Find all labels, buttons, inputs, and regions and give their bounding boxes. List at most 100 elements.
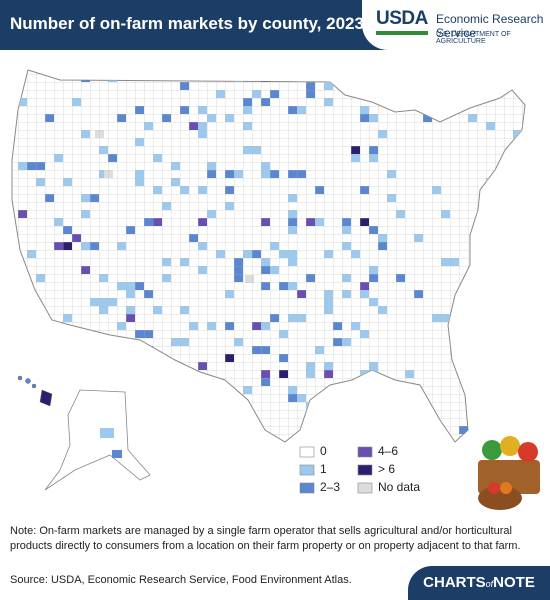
legend-swatch [357, 482, 373, 494]
county [198, 378, 207, 386]
county [261, 442, 270, 450]
county [477, 410, 486, 418]
county [243, 50, 252, 58]
county [477, 362, 486, 370]
legend-swatch [299, 446, 315, 458]
county [261, 74, 270, 82]
county [198, 378, 207, 386]
legend: 0 1 2–3 4–6 > 6 No data [299, 444, 420, 494]
brand-word: of [485, 579, 494, 589]
county [333, 434, 342, 442]
county [369, 50, 378, 58]
county [189, 50, 198, 58]
legend-swatch [357, 446, 373, 458]
county [117, 70, 126, 74]
county [108, 354, 117, 362]
county [360, 378, 369, 386]
county [198, 410, 207, 418]
county [99, 370, 108, 378]
county [216, 58, 225, 66]
county [12, 410, 18, 418]
county [45, 58, 54, 66]
legend-label: 0 [320, 444, 327, 458]
county [54, 410, 63, 418]
county [81, 346, 90, 354]
county [252, 70, 261, 74]
county [495, 394, 504, 402]
county [108, 50, 117, 58]
county [432, 90, 441, 98]
brand-word: NOTE [493, 574, 535, 591]
county [441, 74, 450, 82]
county [342, 58, 351, 66]
county [144, 426, 153, 434]
legend-label: No data [378, 480, 420, 494]
logo-agency: USDA [376, 8, 428, 29]
county [12, 82, 18, 90]
county [261, 434, 270, 442]
logo-bar [376, 31, 428, 35]
county [306, 50, 315, 58]
alaska [44, 389, 151, 491]
county [189, 394, 198, 402]
legend-label: 1 [320, 462, 327, 476]
legend-label: 4–6 [378, 444, 398, 458]
county [108, 338, 117, 346]
alaska-patch [112, 450, 122, 458]
legend-label: 2–3 [320, 480, 340, 494]
county [90, 58, 99, 66]
county [513, 178, 522, 186]
county [495, 234, 504, 242]
county [216, 410, 225, 418]
county [108, 58, 117, 66]
note: Note: On-farm markets are managed by a s… [10, 525, 521, 552]
county [414, 434, 423, 442]
county [144, 434, 153, 442]
county [342, 74, 351, 82]
county [180, 402, 189, 410]
county [72, 70, 81, 74]
county [171, 378, 180, 386]
county [126, 386, 135, 394]
header: Number of on-farm markets by county, 202… [0, 0, 550, 50]
county [351, 386, 360, 394]
logo-service: Economic Research Service [436, 12, 544, 40]
county [216, 442, 225, 450]
alaska-patch [100, 428, 114, 438]
county [441, 434, 450, 442]
county [504, 386, 513, 394]
county [0, 258, 9, 266]
county [297, 74, 306, 82]
hawaii [17, 375, 53, 407]
county [342, 426, 351, 434]
county [216, 50, 225, 58]
county [495, 70, 504, 74]
county [162, 58, 171, 66]
county [396, 74, 405, 82]
county [0, 114, 9, 122]
county [99, 338, 108, 346]
county [396, 58, 405, 66]
county [342, 418, 351, 426]
county [99, 378, 108, 386]
county [144, 418, 153, 426]
county [126, 386, 135, 394]
county [54, 370, 63, 378]
county [459, 306, 468, 314]
county [369, 426, 378, 434]
county [207, 50, 216, 58]
county [162, 442, 171, 450]
county [504, 386, 513, 394]
county [351, 418, 360, 426]
county [54, 322, 63, 330]
county [99, 50, 108, 58]
county [378, 58, 387, 66]
county [0, 146, 9, 154]
legend-swatch [299, 482, 315, 494]
brand-word: CHARTS [423, 574, 486, 591]
county [351, 426, 360, 434]
branding: CHARTSofNOTE [408, 566, 550, 600]
county [333, 386, 342, 394]
county [234, 434, 243, 442]
